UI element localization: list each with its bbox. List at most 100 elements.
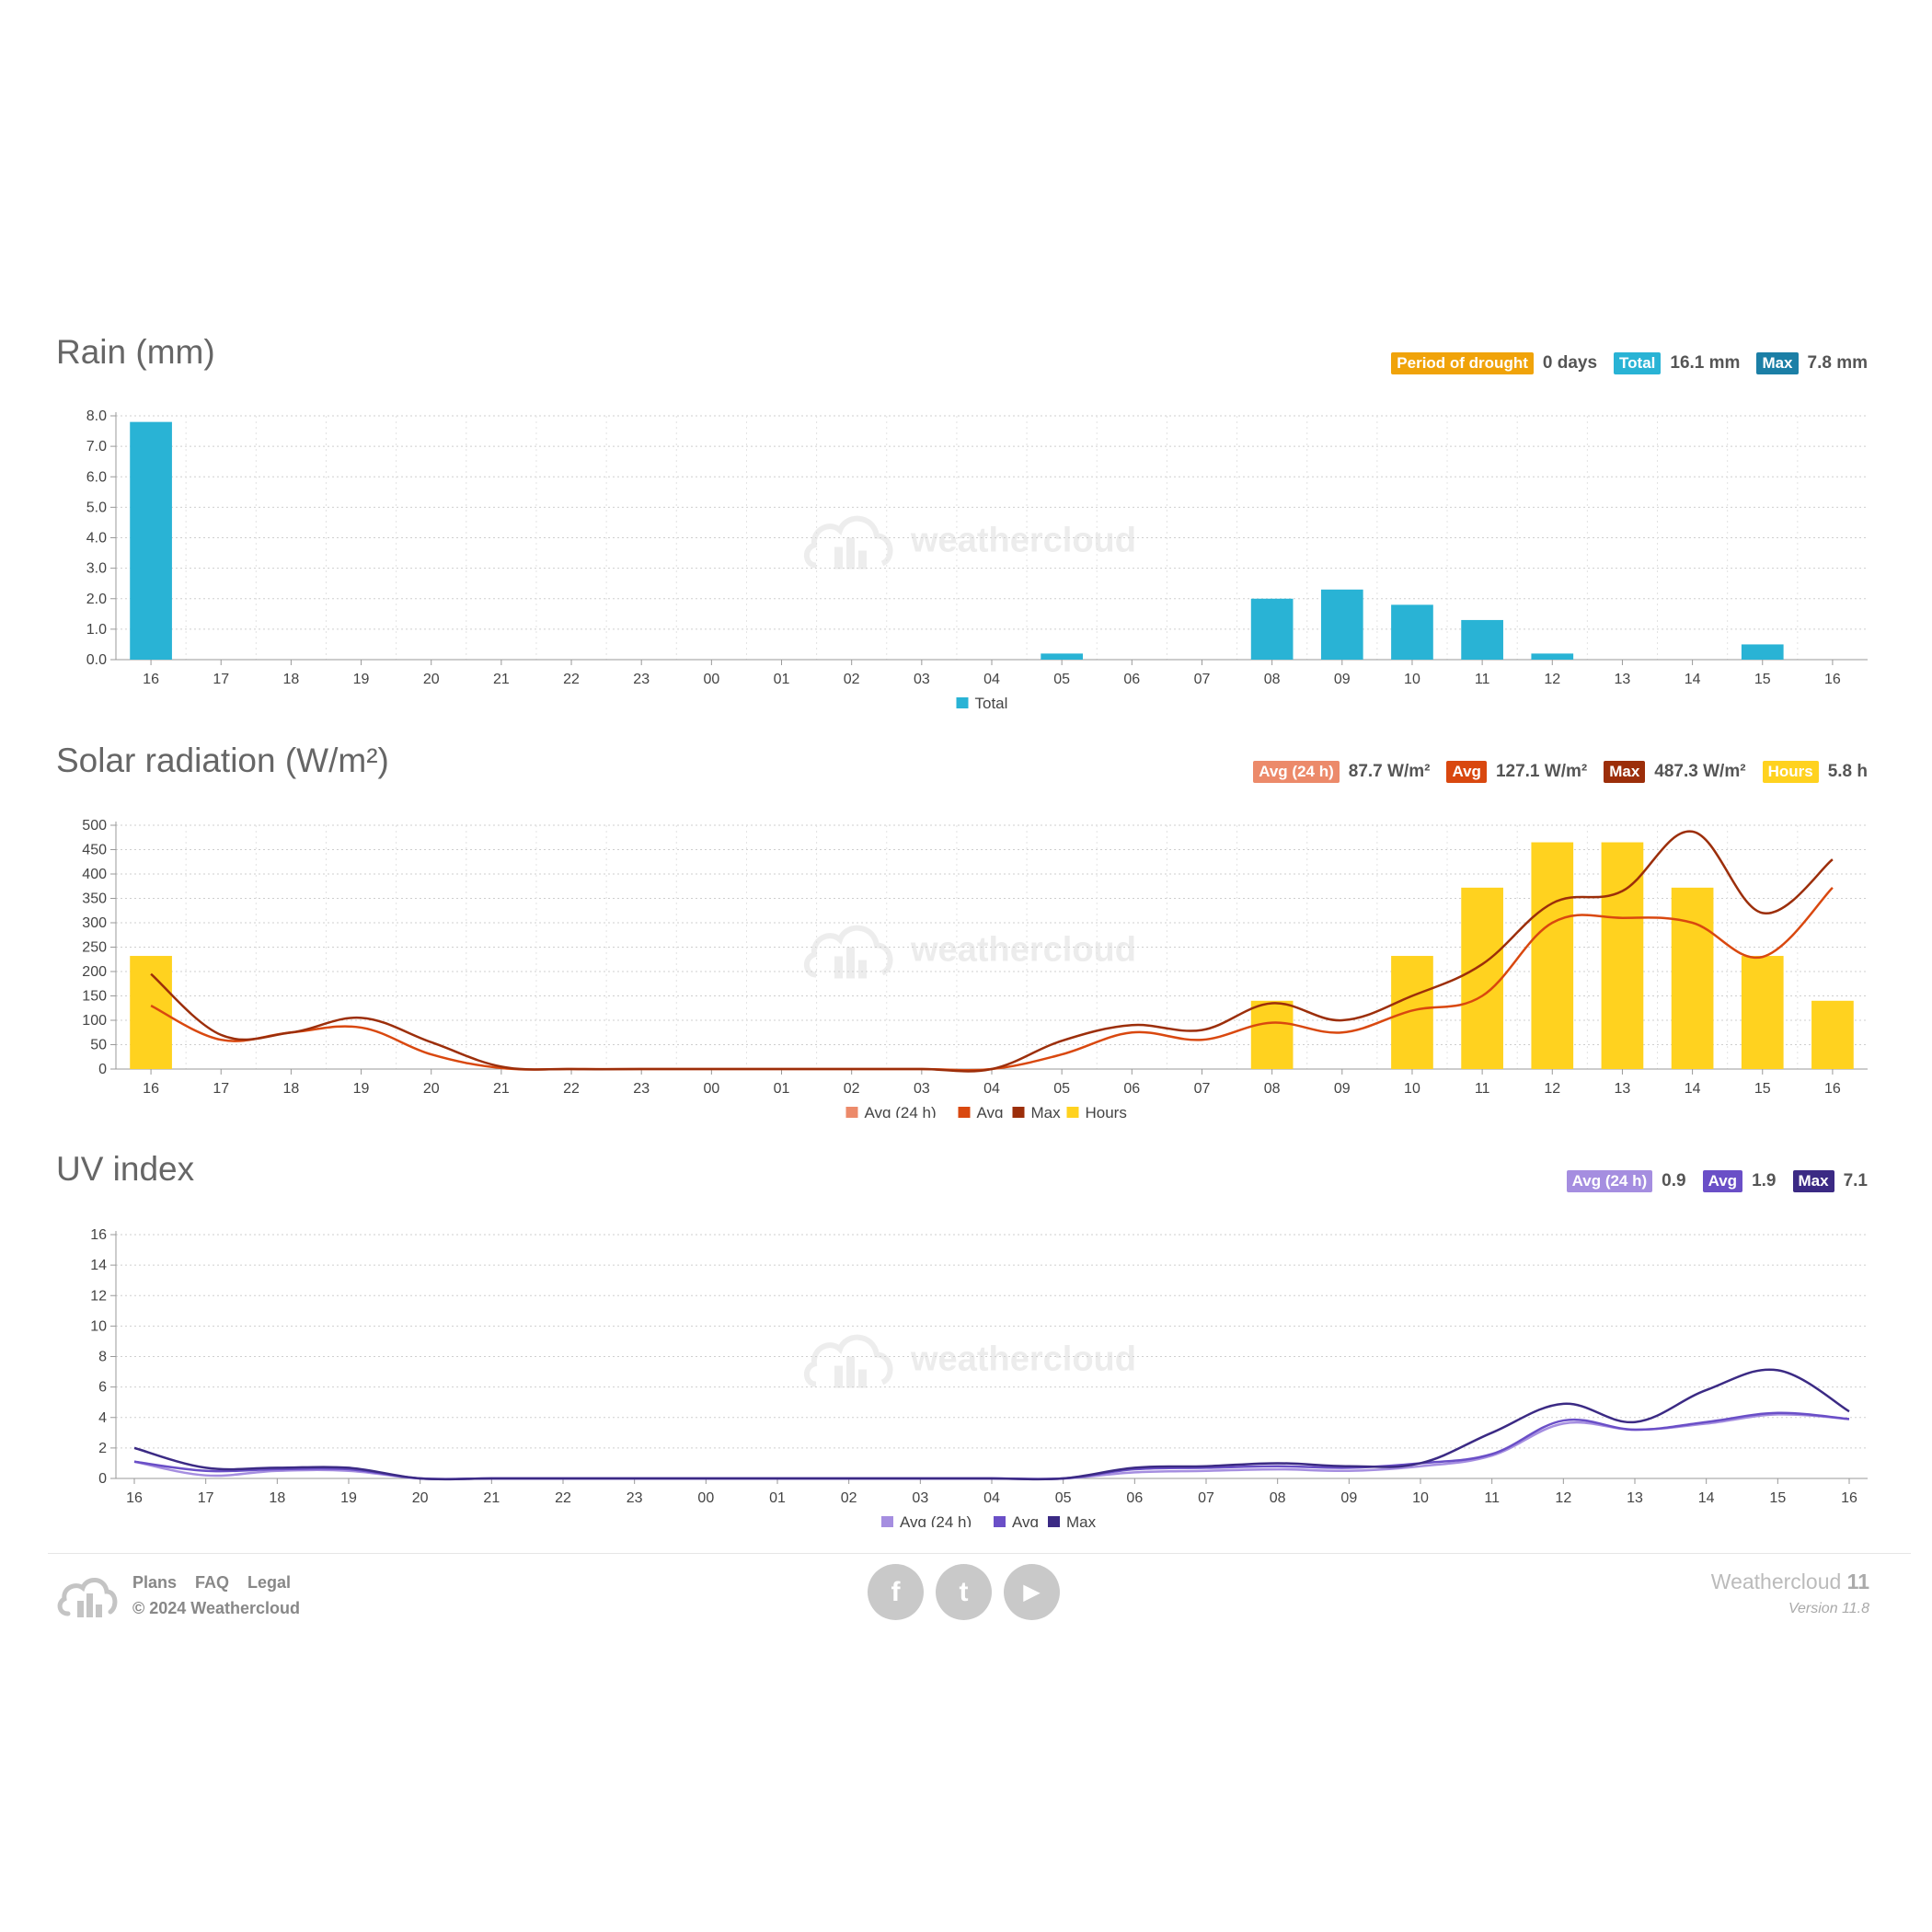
footer-copyright: © 2024 Weathercloud	[132, 1599, 300, 1617]
legend-label[interactable]: Avg	[1012, 1513, 1039, 1527]
bar-hours[interactable]	[1601, 842, 1644, 1069]
bar-total[interactable]	[1391, 604, 1433, 660]
footer-link-faq[interactable]: FAQ	[195, 1573, 230, 1592]
x-tick-label: 18	[283, 1081, 300, 1097]
watermark-cloud-icon	[804, 1334, 893, 1388]
badge-uv-max-value: 7.1	[1843, 1171, 1868, 1190]
line-max[interactable]	[150, 830, 1834, 1073]
legend-swatch[interactable]	[1048, 1516, 1060, 1527]
solar-badges: Avg (24 h) 87.7 W/m² Avg 127.1 W/m² Max …	[1253, 761, 1868, 783]
legend-swatch[interactable]	[845, 1107, 858, 1118]
x-tick-label: 10	[1412, 1490, 1429, 1506]
legend-swatch[interactable]	[1012, 1107, 1025, 1118]
y-tick-label: 200	[82, 964, 107, 980]
legend-label[interactable]: Max	[1066, 1513, 1097, 1527]
bar-hours[interactable]	[1741, 956, 1784, 1069]
x-tick-label: 06	[1126, 1490, 1143, 1506]
legend-swatch[interactable]	[881, 1516, 893, 1527]
weathercloud-logo-icon[interactable]	[55, 1570, 120, 1621]
badge-uv-avg-label: Avg	[1702, 1170, 1743, 1192]
badge-avg-value: 127.1 W/m²	[1495, 762, 1588, 781]
y-tick-label: 0	[98, 1062, 107, 1077]
x-tick-label: 13	[1615, 1081, 1631, 1097]
bar-total[interactable]	[1320, 589, 1363, 660]
x-tick-label: 06	[1123, 672, 1140, 687]
bar-total[interactable]	[130, 421, 172, 660]
x-tick-label: 11	[1475, 672, 1490, 687]
bar-total[interactable]	[1461, 619, 1503, 660]
legend-label[interactable]: Avg	[977, 1104, 1004, 1118]
x-tick-label: 04	[983, 672, 1000, 687]
legend-swatch[interactable]	[958, 1107, 971, 1118]
solar-title: Solar radiation (W/m²)	[56, 742, 389, 779]
bar-hours[interactable]	[1461, 887, 1503, 1069]
x-tick-label: 14	[1685, 1081, 1701, 1097]
x-tick-label: 18	[283, 672, 300, 687]
y-tick-label: 14	[90, 1258, 107, 1273]
badge-max-value: 487.3 W/m²	[1654, 762, 1746, 781]
y-tick-label: 7.0	[86, 439, 107, 454]
y-tick-label: 6.0	[86, 469, 107, 485]
twitter-icon[interactable]: t	[936, 1564, 992, 1620]
x-tick-label: 16	[143, 1081, 159, 1097]
x-tick-label: 03	[912, 1490, 928, 1506]
footer-link-legal[interactable]: Legal	[247, 1573, 292, 1592]
watermark-text: weathercloud	[910, 931, 1136, 970]
footer-link-plans[interactable]: Plans	[132, 1573, 178, 1592]
bar-hours[interactable]	[1250, 1000, 1294, 1069]
y-tick-label: 8.0	[86, 408, 107, 424]
rain-title: Rain (mm)	[56, 333, 215, 371]
bar-hours[interactable]	[1391, 956, 1433, 1069]
x-tick-label: 20	[423, 672, 440, 687]
legend-label[interactable]: Max	[1031, 1104, 1062, 1118]
legend-label[interactable]: Avg (24 h)	[900, 1513, 972, 1527]
badge-avg24-label: Avg (24 h)	[1253, 761, 1340, 783]
brand-version-number: 11	[1846, 1570, 1869, 1593]
footer-version: Version 11.8	[1788, 1601, 1869, 1616]
legend-label[interactable]: Avg (24 h)	[865, 1104, 937, 1118]
badge-uv-max-label: Max	[1792, 1170, 1834, 1192]
bar-total[interactable]	[1041, 653, 1084, 660]
badge-hours-label: Hours	[1762, 761, 1819, 783]
legend-label[interactable]: Hours	[1086, 1104, 1127, 1118]
line-avg[interactable]	[150, 886, 1834, 1072]
bar-hours[interactable]	[130, 956, 172, 1069]
legend-swatch[interactable]	[1066, 1107, 1079, 1118]
badge-avg24-value: 87.7 W/m²	[1348, 762, 1431, 781]
x-tick-label: 00	[703, 672, 719, 687]
y-tick-label: 150	[82, 989, 107, 1005]
x-tick-label: 05	[1053, 1081, 1070, 1097]
legend-swatch[interactable]	[994, 1516, 1006, 1527]
y-tick-label: 1.0	[86, 622, 107, 638]
x-tick-label: 16	[1824, 1081, 1841, 1097]
x-tick-label: 09	[1334, 672, 1351, 687]
x-tick-label: 22	[563, 672, 580, 687]
bar-hours[interactable]	[1671, 887, 1714, 1069]
badge-total-value: 16.1 mm	[1670, 353, 1741, 373]
line-avg-24-h-[interactable]	[133, 1413, 1850, 1480]
y-tick-label: 50	[90, 1038, 107, 1053]
bar-total[interactable]	[1531, 653, 1574, 660]
bar-hours[interactable]	[1811, 1000, 1854, 1069]
bar-total[interactable]	[1250, 598, 1294, 660]
y-tick-label: 0.0	[86, 652, 107, 668]
bar-total[interactable]	[1741, 644, 1784, 660]
x-tick-label: 10	[1404, 672, 1420, 687]
footer-brand: Weathercloud 11	[1711, 1570, 1869, 1594]
x-tick-label: 19	[340, 1490, 357, 1506]
facebook-icon[interactable]: f	[868, 1564, 924, 1620]
youtube-icon[interactable]: ▶	[1004, 1564, 1060, 1620]
line-max[interactable]	[133, 1368, 1850, 1481]
bar-hours[interactable]	[1531, 842, 1574, 1069]
solar-chart[interactable]: weathercloud0501001502002503003504004505…	[0, 805, 1932, 1118]
legend-label[interactable]: Total	[975, 695, 1008, 708]
legend-swatch[interactable]	[956, 697, 969, 708]
y-tick-label: 450	[82, 843, 107, 858]
rain-chart[interactable]: weathercloud 0.0 1.0 2.0 3.0 4.0 5.0 6.0 7.0 8.0 1…	[0, 396, 1932, 708]
x-tick-label: 07	[1194, 672, 1211, 687]
line-avg[interactable]	[133, 1411, 1850, 1481]
y-tick-label: 10	[90, 1318, 107, 1334]
badge-max-label: Max	[1604, 761, 1646, 783]
brand-name: Weathercloud	[1710, 1570, 1842, 1593]
